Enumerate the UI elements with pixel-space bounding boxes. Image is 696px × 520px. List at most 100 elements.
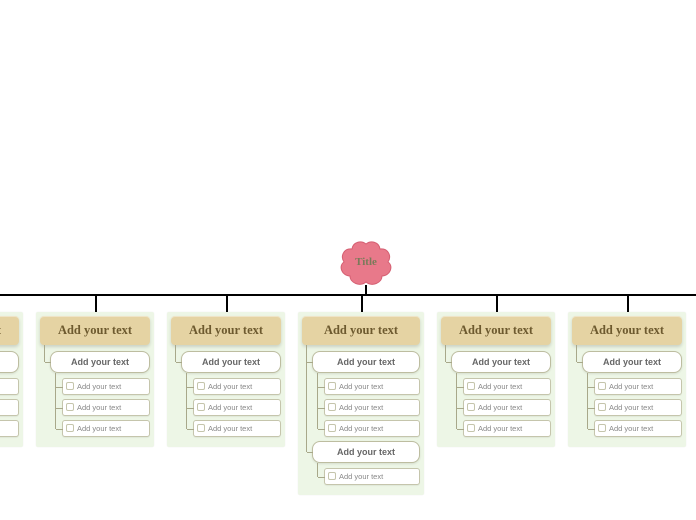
sub-rail <box>44 345 45 362</box>
leaf-connector <box>588 387 595 388</box>
sub-rail <box>175 345 176 362</box>
branch-stem <box>361 294 363 312</box>
leaf-node[interactable]: Add your text <box>0 420 19 437</box>
diagram-canvas: Title Add your textAdd your textAdd your… <box>0 0 696 520</box>
leaf-rail <box>587 373 588 429</box>
leaf-connector <box>318 408 325 409</box>
sub-connector <box>577 362 583 363</box>
checkbox-icon <box>197 403 205 411</box>
sub-node[interactable]: Add your text <box>0 351 19 373</box>
leaf-node[interactable]: Add your text <box>594 420 682 437</box>
branch-stem <box>496 294 498 312</box>
branch-sub-area: Add your textAdd your textAdd your textA… <box>171 351 281 437</box>
leaf-connector <box>56 387 63 388</box>
branch-panel: Add your textAdd your textAdd your textA… <box>437 312 555 447</box>
leaf-rail <box>55 373 56 429</box>
sub-node[interactable]: Add your text <box>312 441 420 463</box>
leaf-rail <box>456 373 457 429</box>
branch-stem <box>95 294 97 312</box>
checkbox-icon <box>467 424 475 432</box>
leaf-node[interactable]: Add your text <box>594 378 682 395</box>
leaf-node[interactable]: Add your text <box>594 399 682 416</box>
branch-header[interactable]: Add your text <box>0 316 19 345</box>
leaf-connector <box>187 429 194 430</box>
leaf-node[interactable]: Add your text <box>193 378 281 395</box>
sub-connector <box>446 362 452 363</box>
leaf-node[interactable]: Add your text <box>62 420 150 437</box>
branch-header[interactable]: Add your text <box>572 316 682 345</box>
checkbox-icon <box>66 424 74 432</box>
sub-rail <box>576 345 577 362</box>
sub-node[interactable]: Add your text <box>312 351 420 373</box>
leaf-node[interactable]: Add your text <box>463 420 551 437</box>
branch-header[interactable]: Add your text <box>302 316 420 345</box>
sub-rail <box>445 345 446 362</box>
leaf-area: Add your text Add your text Add your text <box>451 378 551 437</box>
checkbox-icon <box>467 403 475 411</box>
title-node[interactable]: Title <box>338 240 394 288</box>
branch-sub-area: Add your textAdd your textAdd your textA… <box>0 351 19 437</box>
leaf-node[interactable]: Add your text <box>324 399 420 416</box>
leaf-area: Add your text Add your text Add your text <box>0 378 19 437</box>
sub-connector <box>176 362 182 363</box>
title-label: Title <box>338 256 394 268</box>
branch-panel: Add your textAdd your textAdd your textA… <box>568 312 686 447</box>
leaf-node[interactable]: Add your text <box>0 399 19 416</box>
leaf-node[interactable]: Add your text <box>463 378 551 395</box>
checkbox-icon <box>66 382 74 390</box>
leaf-node[interactable]: Add your text <box>324 378 420 395</box>
leaf-connector <box>457 387 464 388</box>
leaf-node[interactable]: Add your text <box>463 399 551 416</box>
leaf-connector <box>588 408 595 409</box>
leaf-connector <box>318 477 325 478</box>
leaf-area: Add your text <box>312 468 420 485</box>
branch-sub-area: Add your textAdd your textAdd your textA… <box>441 351 551 437</box>
leaf-connector <box>457 429 464 430</box>
checkbox-icon <box>328 424 336 432</box>
branch-stem <box>226 294 228 312</box>
leaf-node[interactable]: Add your text <box>193 420 281 437</box>
leaf-connector <box>187 408 194 409</box>
leaf-area: Add your text Add your text Add your text <box>582 378 682 437</box>
sub-connector <box>307 452 313 453</box>
checkbox-icon <box>598 424 606 432</box>
branch-stem <box>627 294 629 312</box>
leaf-node[interactable]: Add your text <box>0 378 19 395</box>
leaf-node[interactable]: Add your text <box>324 468 420 485</box>
leaf-rail <box>186 373 187 429</box>
checkbox-icon <box>197 424 205 432</box>
sub-connector <box>307 362 313 363</box>
sub-rail <box>306 345 307 452</box>
branch-header[interactable]: Add your text <box>40 316 150 345</box>
branch-header[interactable]: Add your text <box>441 316 551 345</box>
leaf-node[interactable]: Add your text <box>62 378 150 395</box>
connector-horizontal <box>0 294 696 296</box>
checkbox-icon <box>328 403 336 411</box>
sub-connector <box>45 362 51 363</box>
leaf-connector <box>187 387 194 388</box>
checkbox-icon <box>197 382 205 390</box>
sub-node[interactable]: Add your text <box>451 351 551 373</box>
branch-sub-area: Add your textAdd your textAdd your textA… <box>302 351 420 485</box>
checkbox-icon <box>328 472 336 480</box>
leaf-rail <box>317 373 318 429</box>
leaf-area: Add your text Add your text Add your text <box>181 378 281 437</box>
leaf-area: Add your text Add your text Add your text <box>50 378 150 437</box>
branch-panel: Add your textAdd your textAdd your textA… <box>298 312 424 495</box>
branch-sub-area: Add your textAdd your textAdd your textA… <box>572 351 682 437</box>
branch-header[interactable]: Add your text <box>171 316 281 345</box>
leaf-area: Add your text Add your text Add your text <box>312 378 420 437</box>
checkbox-icon <box>328 382 336 390</box>
leaf-connector <box>588 429 595 430</box>
sub-node[interactable]: Add your text <box>50 351 150 373</box>
checkbox-icon <box>598 403 606 411</box>
sub-node[interactable]: Add your text <box>582 351 682 373</box>
leaf-connector <box>318 429 325 430</box>
leaf-node[interactable]: Add your text <box>193 399 281 416</box>
checkbox-icon <box>66 403 74 411</box>
leaf-node[interactable]: Add your text <box>62 399 150 416</box>
branch-sub-area: Add your textAdd your textAdd your textA… <box>40 351 150 437</box>
sub-node[interactable]: Add your text <box>181 351 281 373</box>
leaf-node[interactable]: Add your text <box>324 420 420 437</box>
branch-row: Add your textAdd your textAdd your textA… <box>0 312 696 520</box>
